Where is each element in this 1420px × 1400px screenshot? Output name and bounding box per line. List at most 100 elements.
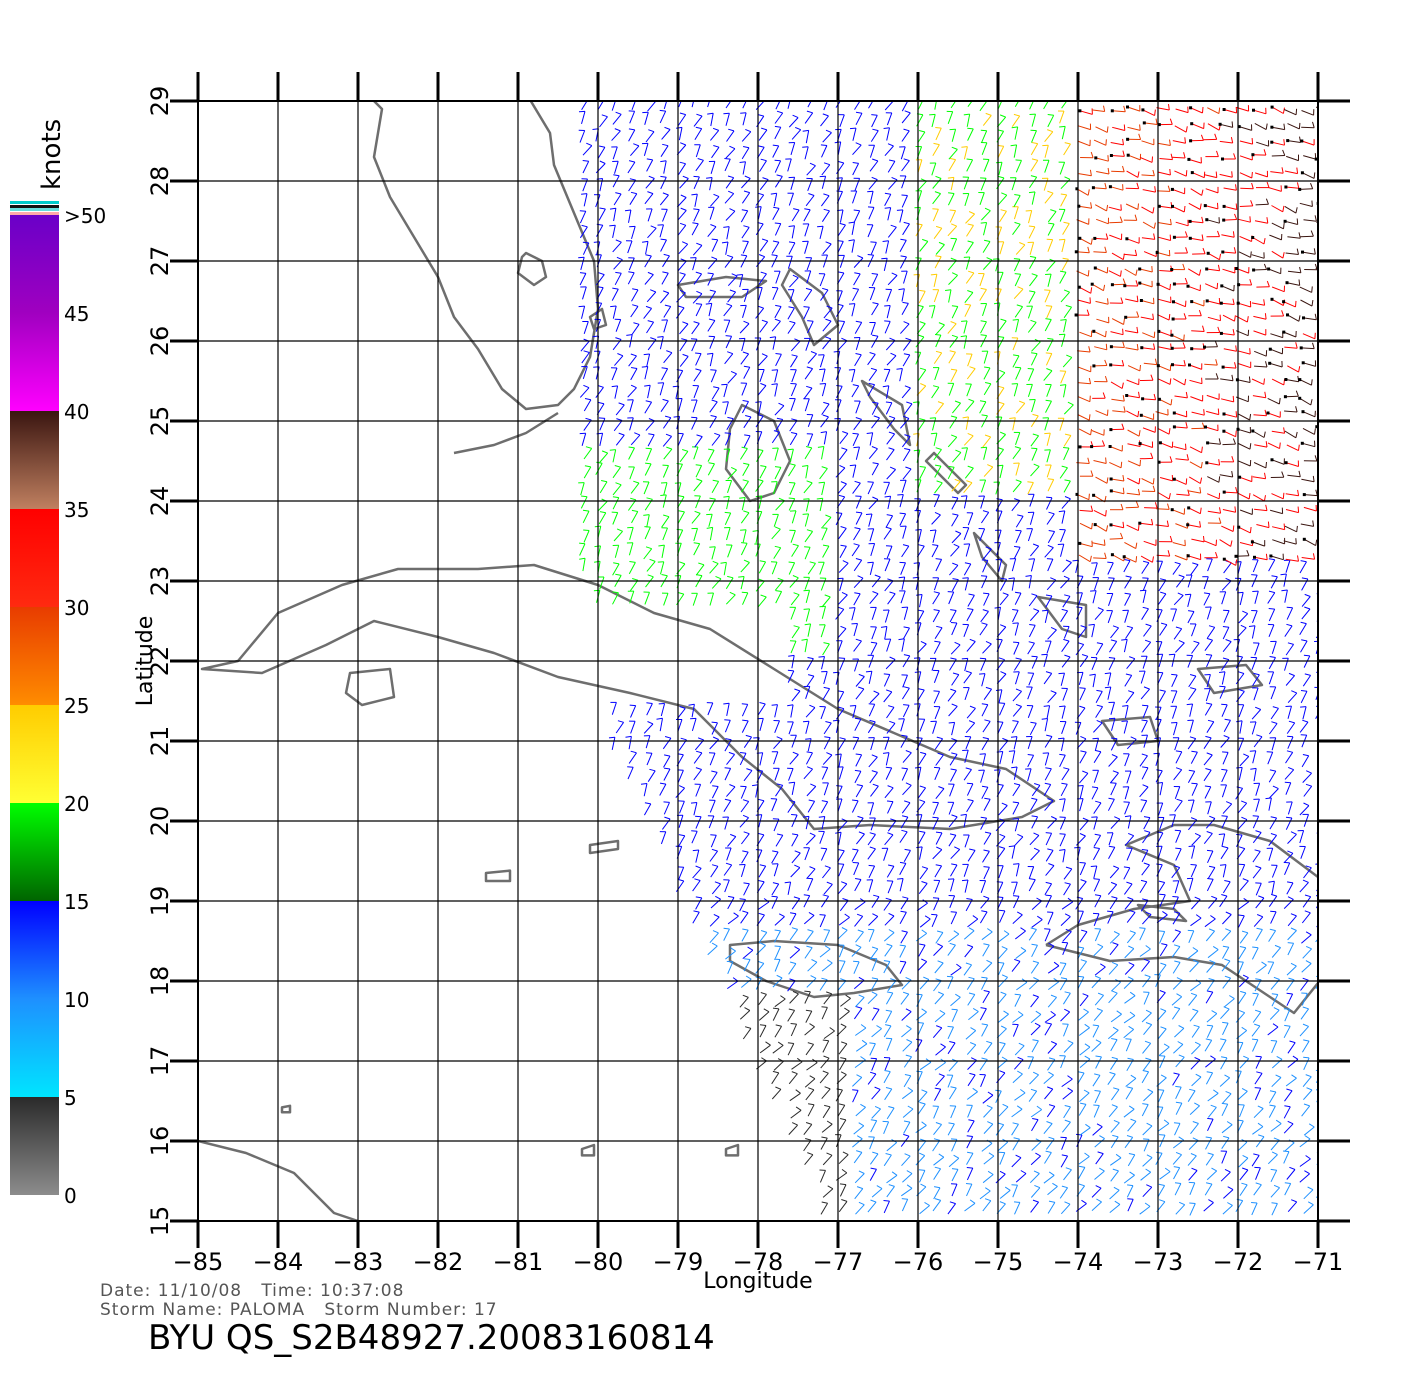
wind-barb [1191,782,1198,796]
wind-barb [947,1025,954,1040]
wind-barb [741,850,749,864]
wind-barb [640,783,648,797]
wind-barb [948,814,958,828]
wind-barb [1041,718,1049,732]
wind-barb [932,1198,942,1212]
wind-barb [1044,1086,1054,1100]
isle-of-youth [344,667,396,707]
wind-barb [707,942,718,956]
wind-barb [1319,380,1331,386]
wind-barb [1301,910,1311,924]
wind-barb [998,930,1010,943]
wind-barb [964,944,974,958]
wind-barb [1012,1023,1019,1037]
colorbar-band [10,1097,59,1195]
wind-barb [1028,1088,1038,1102]
wind-barb [1267,1151,1278,1165]
wind-barb [967,992,976,1006]
wind-barb [1122,705,1129,719]
wind-barb [886,880,894,894]
swan-island [280,1104,292,1114]
wind-barb [791,850,801,864]
wind-barb [997,961,1005,976]
wind-barb [1189,959,1199,973]
wind-barb [1058,737,1065,751]
wind-barb [1268,880,1275,895]
wind-barb [1123,1171,1135,1184]
wind-barb [1254,1166,1261,1180]
lon-tick-label: −71 [1293,1248,1344,1276]
wind-barb [1124,991,1136,1004]
lon-tick-label: −82 [413,1248,464,1276]
wind-barb [1109,865,1120,879]
wind-barb [1283,1008,1291,1022]
wind-barb [1205,815,1216,829]
wind-barb [868,737,875,751]
wind-barb [740,910,749,924]
wind-barb [982,1091,994,1104]
wind-barb [690,802,698,816]
wind-barb [934,1087,942,1101]
wind-barb [1239,930,1249,944]
wind-barb [998,1151,1006,1165]
wind-barb [1045,894,1052,908]
lat-tick-label: 23 [146,566,174,597]
wind-barb [784,881,792,895]
wind-barb [902,1170,913,1183]
wind-barb [823,1027,835,1040]
wind-barb [1299,1023,1309,1037]
wind-barb [1013,895,1020,909]
wind-barb [647,768,656,782]
wind-barb [1026,736,1033,750]
wind-barb [1093,943,1104,957]
wind-barb [839,1007,850,1020]
wind-barb [983,831,992,845]
colorbar-label: 5 [64,1086,77,1110]
wind-barb [1061,1075,1073,1088]
wind-barb [773,929,781,943]
wind-barb [1078,1152,1090,1165]
wind-barb [852,862,860,876]
florida-keys [453,411,559,455]
wind-barb [759,1024,767,1038]
wind-barb [901,1184,913,1197]
wind-barb [1123,1105,1135,1118]
wind-barb [774,945,782,959]
wind-barb [854,878,862,892]
wind-barb [709,848,719,862]
wind-barb [1320,943,1329,955]
colorbar-label: 10 [64,988,89,1012]
wind-barb [727,912,739,925]
wind-barb [628,750,637,764]
wind-barb [643,802,652,816]
wind-barb [967,1119,975,1133]
wind-barb [948,895,956,908]
wind-barb [659,782,667,796]
wind-barb [1107,910,1114,924]
wind-barb [1283,850,1294,864]
wind-barb [1175,1085,1182,1100]
wind-barb [948,721,956,736]
wind-barb [935,1073,945,1087]
wind-barb [1238,914,1245,928]
wind-barb [1108,961,1119,975]
wind-barb [1108,845,1116,859]
wind-barb [1203,735,1212,749]
wind-barb [823,881,833,895]
wind-barb [1108,717,1116,731]
wind-barb [851,944,862,957]
wind-barb [903,1120,911,1134]
wind-barb [948,833,957,847]
wind-barb [854,1186,864,1200]
wind-barb [1207,1104,1217,1118]
wind-barb [1063,1040,1074,1053]
wind-barb [802,720,810,734]
wind-barb [1190,914,1202,927]
wind-barb [1224,995,1235,1008]
wind-barb [917,785,927,799]
wind-barb [1265,797,1272,811]
wind-barb [1142,830,1151,844]
colorbar-cap-stripe [10,205,59,208]
wind-barb [980,816,988,830]
wind-barb [855,1103,866,1117]
